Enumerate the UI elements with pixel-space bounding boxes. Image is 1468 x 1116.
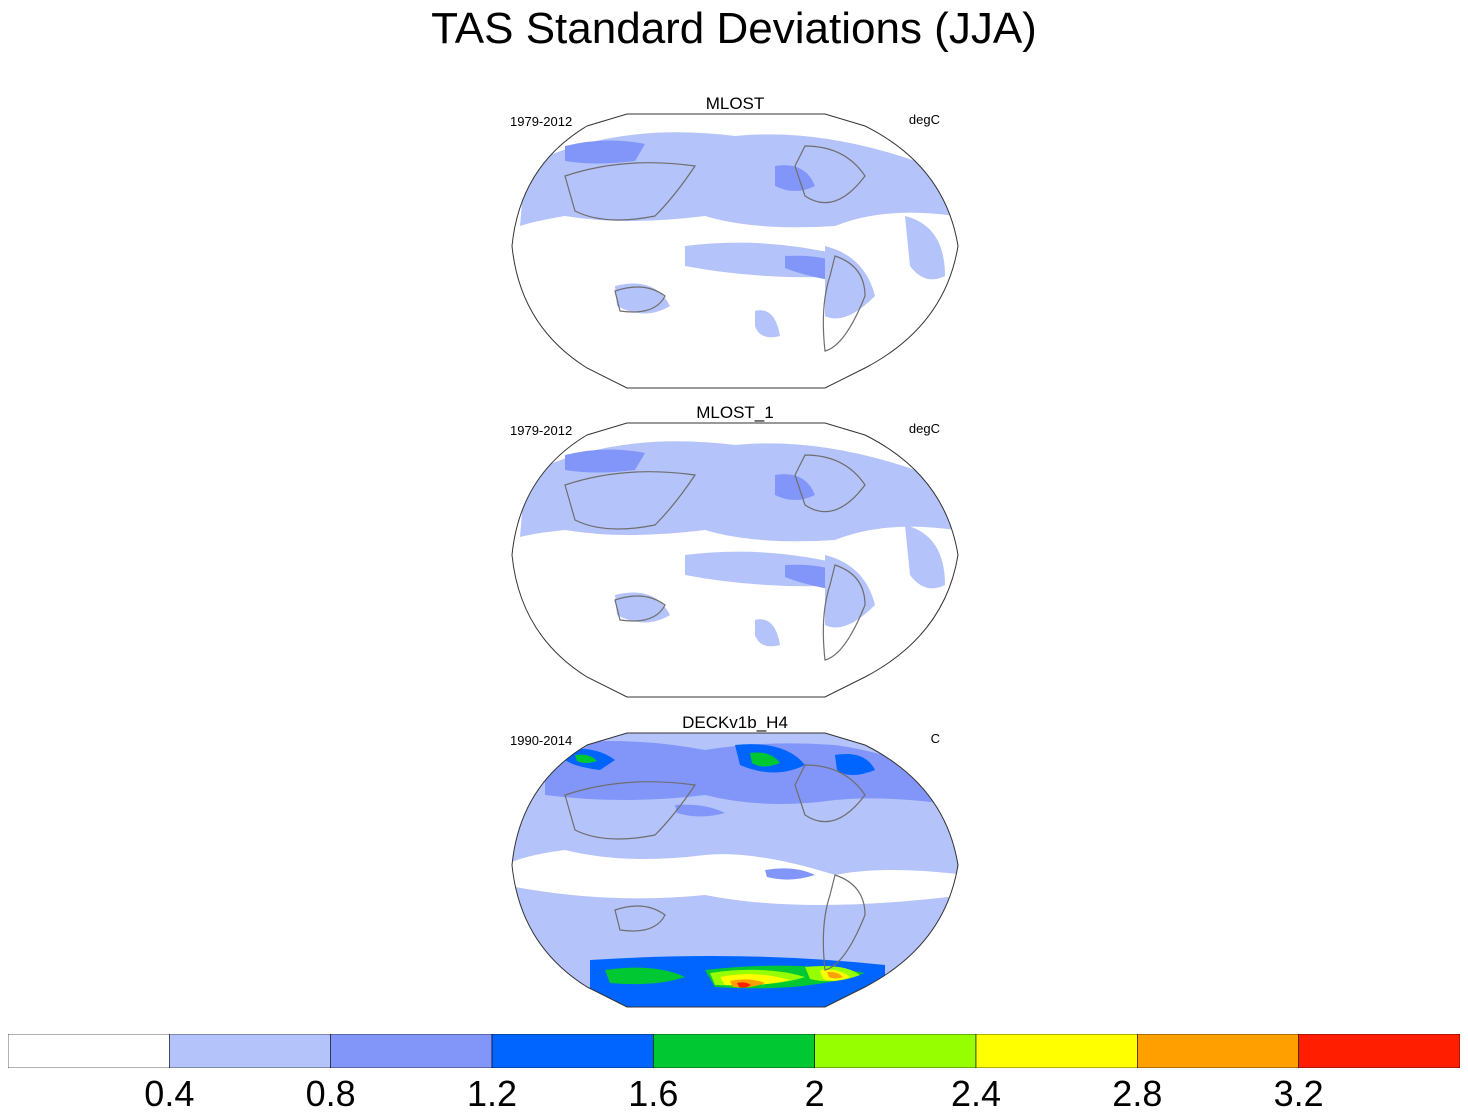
colorbar-swatch bbox=[1137, 1033, 1299, 1069]
coastline bbox=[564, 454, 866, 661]
sd-region bbox=[755, 619, 780, 647]
world-map bbox=[511, 422, 959, 698]
colorbar-swatch bbox=[169, 1033, 331, 1069]
colorbar-swatch bbox=[653, 1033, 815, 1069]
map-border bbox=[511, 113, 959, 389]
colorbar-tick-label: 1.6 bbox=[628, 1073, 679, 1114]
colorbar-tick-label: 0.8 bbox=[305, 1073, 356, 1114]
map-panel-mlost-1: MLOST_1 1979-2012 degC bbox=[505, 403, 965, 703]
map-border bbox=[511, 422, 959, 698]
sd-region bbox=[575, 752, 780, 767]
colorbar-tick-label: 2.4 bbox=[950, 1073, 1002, 1114]
colorbar-swatch bbox=[814, 1033, 977, 1069]
map-panel-deckv1b-h4: DECKv1b_H4 1990-2014 C bbox=[505, 713, 965, 1013]
world-map bbox=[511, 113, 959, 389]
sd-region bbox=[565, 744, 875, 775]
panel-units: degC bbox=[908, 421, 940, 436]
colorbar-tick-label: 3.2 bbox=[1273, 1073, 1324, 1114]
sd-region bbox=[737, 982, 751, 988]
colorbar-tick-label: 2.8 bbox=[1112, 1073, 1163, 1114]
map-border bbox=[511, 732, 959, 1008]
colorbar-swatch bbox=[7, 1033, 170, 1069]
colorbar-swatch bbox=[330, 1033, 493, 1069]
colorbar-tick-label: 1.2 bbox=[466, 1073, 518, 1114]
colorbar-tick-label: 0.4 bbox=[144, 1073, 195, 1114]
panel-title: MLOST_1 bbox=[696, 403, 774, 422]
sd-region bbox=[905, 216, 945, 280]
sd-region bbox=[565, 140, 645, 164]
sd-region bbox=[825, 246, 875, 319]
panel-units: degC bbox=[908, 112, 940, 127]
world-map bbox=[511, 732, 959, 1008]
sd-region bbox=[825, 555, 875, 628]
map-panel-mlost: MLOST 1979-2012 degC bbox=[505, 94, 965, 394]
sd-region bbox=[775, 474, 815, 500]
colorbar-swatch bbox=[975, 1033, 1138, 1069]
colorbar-svg bbox=[7, 1033, 1461, 1069]
colorbar-swatch bbox=[1298, 1033, 1461, 1069]
coastline bbox=[564, 764, 866, 971]
panel-units: C bbox=[930, 731, 940, 746]
coastline bbox=[564, 145, 866, 352]
panel-period: 1979-2012 bbox=[510, 114, 573, 129]
sd-region bbox=[675, 804, 815, 880]
panel-title: DECKv1b_H4 bbox=[682, 713, 788, 732]
colorbar bbox=[7, 1033, 1461, 1069]
sd-region bbox=[775, 165, 815, 191]
colorbar-swatch bbox=[491, 1033, 654, 1069]
panel-period: 1979-2012 bbox=[510, 423, 573, 438]
sd-region bbox=[755, 310, 780, 338]
colorbar-tick-label: 2 bbox=[804, 1073, 825, 1114]
figure-title: TAS Standard Deviations (JJA) bbox=[431, 4, 1037, 53]
sd-region bbox=[730, 971, 843, 988]
panel-period: 1990-2014 bbox=[510, 733, 573, 748]
sd-region bbox=[565, 449, 645, 473]
panel-title: MLOST bbox=[705, 94, 765, 113]
sd-region bbox=[905, 525, 945, 589]
